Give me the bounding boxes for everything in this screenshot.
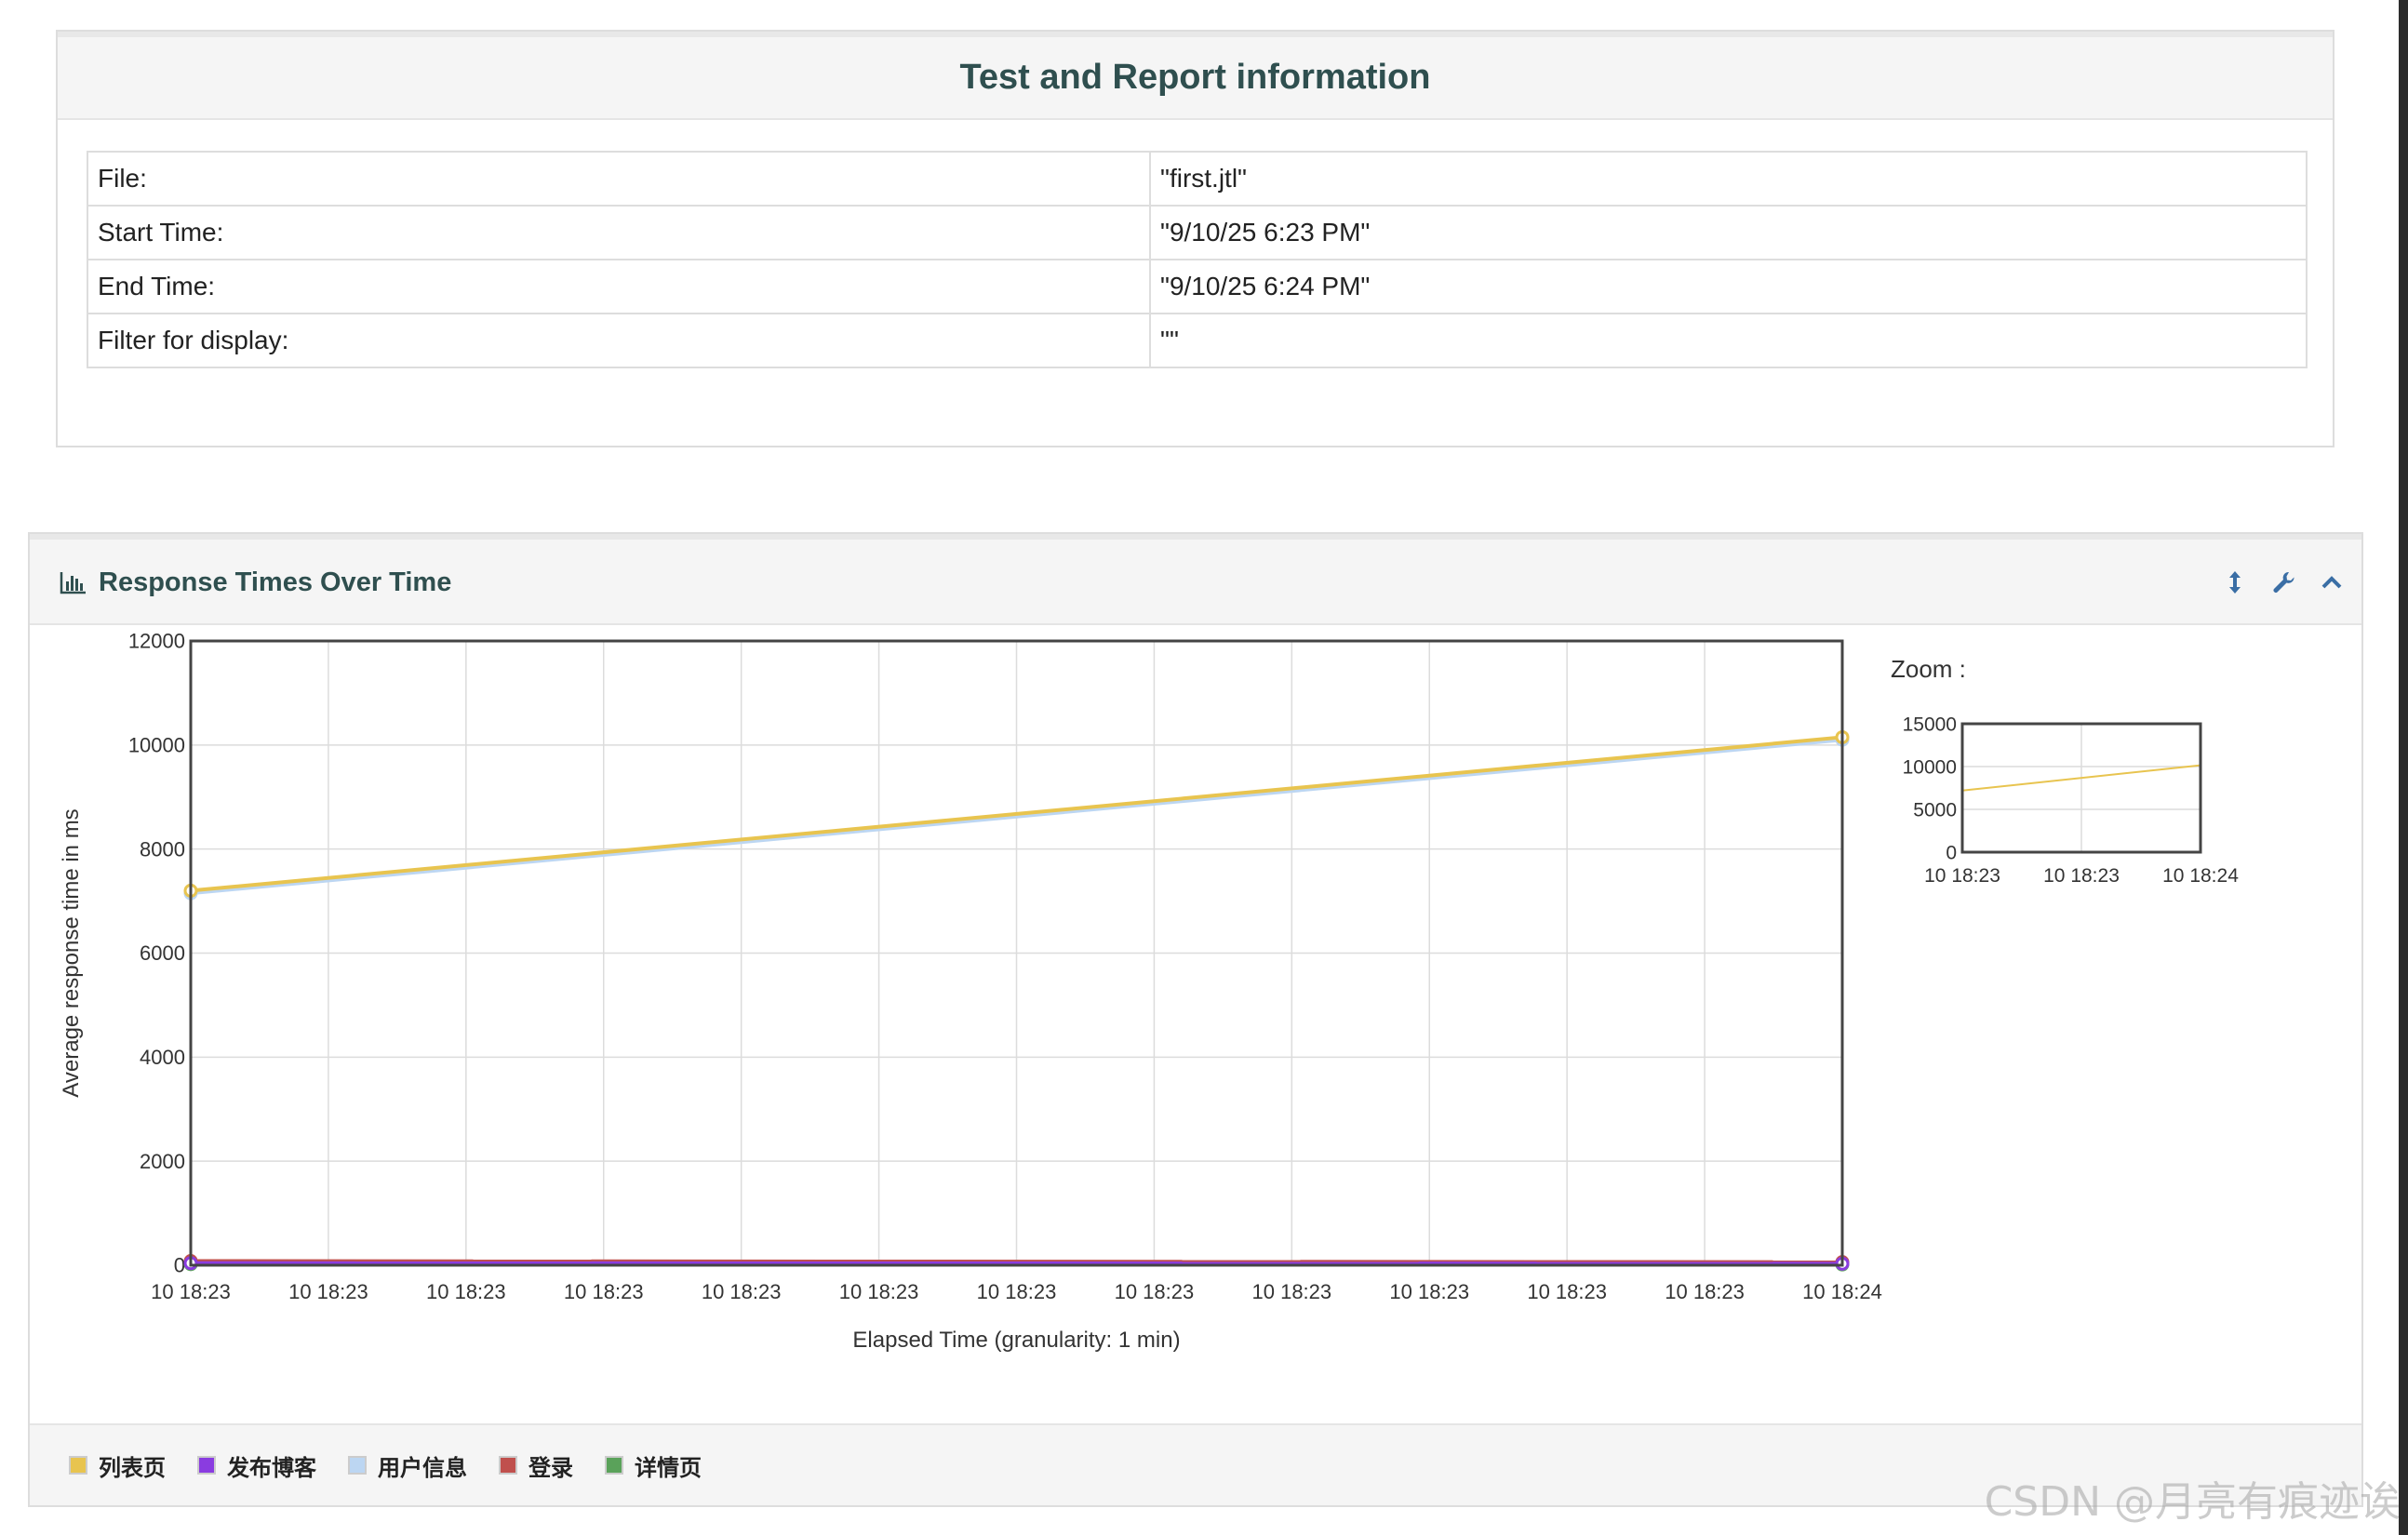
x-tick-label: 10 18:23	[151, 1280, 231, 1303]
y-tick-label: 2000	[140, 1150, 185, 1173]
report-info-title: Test and Report information	[959, 58, 1431, 97]
y-tick-label: 10000	[128, 734, 185, 757]
x-tick-label: 10 18:23	[564, 1280, 644, 1303]
chart-legend: 列表页 发布博客 用户信息 登录 详情页	[30, 1423, 2361, 1505]
legend-swatch	[348, 1456, 367, 1475]
x-tick-label: 10 18:23	[702, 1280, 782, 1303]
x-tick-label: 10 18:23	[1252, 1280, 1332, 1303]
table-row: Filter for display: ""	[87, 313, 2308, 368]
main-frame	[189, 639, 1844, 1267]
legend-swatch	[197, 1456, 216, 1475]
info-value-end-time: "9/10/25 6:24 PM"	[1149, 259, 2308, 314]
y-tick-label: 6000	[140, 941, 185, 965]
info-value-start-time: "9/10/25 6:23 PM"	[1149, 205, 2308, 260]
y-tick-label: 12000	[128, 630, 185, 653]
legend-item[interactable]: 列表页	[69, 1449, 166, 1482]
legend-swatch	[499, 1456, 517, 1475]
legend-item[interactable]: 发布博客	[197, 1449, 316, 1482]
bar-chart-icon	[60, 570, 87, 594]
window-edge	[2399, 0, 2408, 1535]
x-tick-label: 10 18:24	[1802, 1280, 1882, 1303]
x-tick-label: 10 18:23	[1389, 1280, 1469, 1303]
info-key-end-time: End Time:	[87, 259, 1151, 314]
legend-label: 发布博客	[227, 1455, 316, 1481]
legend-swatch	[605, 1456, 623, 1475]
y-tick-label: 0	[174, 1254, 185, 1277]
zoom-frame	[1960, 722, 2202, 854]
x-tick-label: 10 18:23	[2043, 865, 2120, 887]
table-row: End Time: "9/10/25 6:24 PM"	[87, 259, 2308, 314]
legend-item[interactable]: 登录	[499, 1449, 573, 1482]
report-info-table: File: "first.jtl" Start Time: "9/10/25 6…	[87, 151, 2308, 368]
x-tick-label: 10 18:23	[288, 1280, 368, 1303]
resize-vertical-button[interactable]	[2216, 564, 2254, 601]
y-tick-label: 15000	[1903, 714, 1957, 735]
series-line	[1961, 764, 2201, 792]
y-tick-label: 5000	[1913, 799, 1957, 821]
y-tick-label: 4000	[140, 1046, 185, 1069]
legend-label: 列表页	[99, 1455, 166, 1481]
resize-vertical-icon	[2229, 571, 2241, 594]
zoom-grid	[1961, 723, 2201, 853]
plot-area: 10 18:23 10 18:23 10 18:23 10 18:23 10 18:23…	[30, 625, 2361, 1397]
response-times-panel: Response Times Over Time 10 18:23 10 18:2…	[28, 532, 2363, 1507]
legend-item[interactable]: 详情页	[605, 1449, 702, 1482]
main-grid	[190, 640, 1843, 1266]
chart-panel-title-text: Response Times Over Time	[99, 567, 452, 597]
x-tick-label: 10 18:23	[1527, 1280, 1607, 1303]
x-tick-label: 10 18:23	[426, 1280, 506, 1303]
y-tick-label: 10000	[1903, 756, 1957, 778]
info-key-start-time: Start Time:	[87, 205, 1151, 260]
x-axis-label: Elapsed Time (granularity: 1 min)	[852, 1328, 1180, 1353]
info-key-file: File:	[87, 151, 1151, 207]
y-tick-label: 0	[1946, 842, 1957, 863]
info-value-file: "first.jtl"	[1149, 151, 2308, 207]
series-line	[190, 735, 1843, 893]
x-tick-label: 10 18:23	[1665, 1280, 1745, 1303]
wrench-icon	[2273, 571, 2294, 593]
watermark: CSDN @月亮有痕迹诶	[1984, 1478, 2401, 1526]
info-value-filter: ""	[1149, 313, 2308, 368]
chevron-up-icon	[2321, 576, 2342, 589]
x-tick-label: 10 18:23	[839, 1280, 919, 1303]
table-row: Start Time: "9/10/25 6:23 PM"	[87, 205, 2308, 260]
y-tick-label: 8000	[140, 837, 185, 861]
report-info-header: Test and Report information	[58, 32, 2333, 120]
x-tick-label: 10 18:23	[1924, 865, 2000, 887]
legend-label: 详情页	[635, 1455, 702, 1481]
x-tick-label: 10 18:24	[2162, 865, 2239, 887]
response-times-chart[interactable]: 10 18:23 10 18:23 10 18:23 10 18:23 10 18:23…	[30, 625, 2361, 1397]
legend-swatch	[69, 1456, 87, 1475]
settings-button[interactable]	[2265, 564, 2302, 601]
series-line	[190, 738, 1843, 896]
zoom-label: Zoom :	[1891, 655, 1966, 683]
collapse-button[interactable]	[2313, 564, 2350, 601]
x-tick-label: 10 18:23	[977, 1280, 1057, 1303]
legend-label: 登录	[528, 1455, 573, 1481]
series-line	[190, 1261, 1843, 1266]
info-key-filter: Filter for display:	[87, 313, 1151, 368]
chart-panel-header: Response Times Over Time	[30, 534, 2361, 625]
chart-panel-title: Response Times Over Time	[60, 540, 451, 625]
legend-label: 用户信息	[378, 1455, 467, 1481]
table-row: File: "first.jtl"	[87, 151, 2308, 207]
x-tick-label: 10 18:23	[1115, 1280, 1195, 1303]
y-axis-label: Average response time in ms	[59, 808, 84, 1097]
legend-item[interactable]: 用户信息	[348, 1449, 467, 1482]
report-info-panel: Test and Report information File: "first…	[56, 30, 2334, 447]
